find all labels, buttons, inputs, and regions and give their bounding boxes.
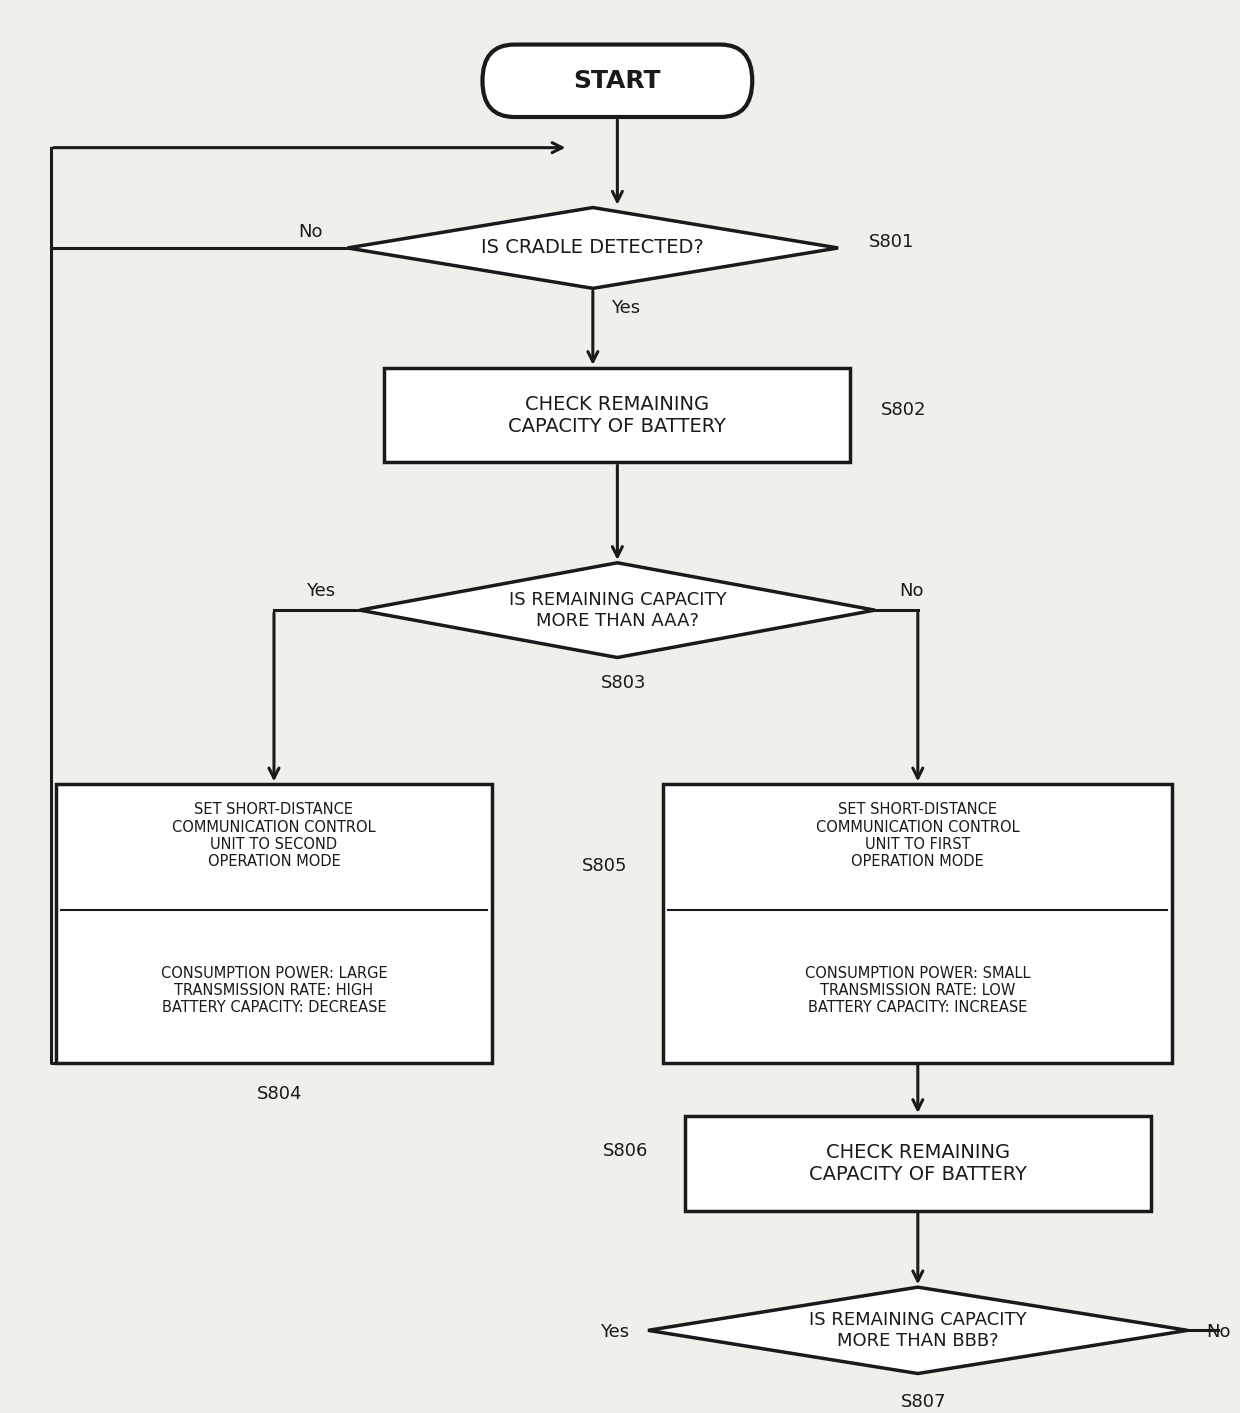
- Text: S806: S806: [603, 1142, 649, 1160]
- Text: SET SHORT-DISTANCE
COMMUNICATION CONTROL
UNIT TO SECOND
OPERATION MODE: SET SHORT-DISTANCE COMMUNICATION CONTROL…: [172, 803, 376, 869]
- Text: Yes: Yes: [600, 1324, 630, 1341]
- Text: S804: S804: [258, 1085, 303, 1104]
- Polygon shape: [347, 208, 838, 288]
- Bar: [663, 784, 1172, 1063]
- Text: IS REMAINING CAPACITY
MORE THAN BBB?: IS REMAINING CAPACITY MORE THAN BBB?: [808, 1311, 1027, 1349]
- Text: S805: S805: [582, 856, 627, 875]
- Polygon shape: [649, 1287, 1188, 1373]
- Text: CHECK REMAINING
CAPACITY OF BATTERY: CHECK REMAINING CAPACITY OF BATTERY: [508, 394, 727, 435]
- Text: IS CRADLE DETECTED?: IS CRADLE DETECTED?: [481, 239, 704, 257]
- Text: IS REMAINING CAPACITY
MORE THAN AAA?: IS REMAINING CAPACITY MORE THAN AAA?: [508, 591, 727, 630]
- Text: Yes: Yes: [306, 582, 335, 601]
- Bar: [56, 784, 491, 1063]
- Text: CONSUMPTION POWER: SMALL
TRANSMISSION RATE: LOW
BATTERY CAPACITY: INCREASE: CONSUMPTION POWER: SMALL TRANSMISSION RA…: [805, 965, 1030, 1016]
- FancyBboxPatch shape: [482, 45, 753, 117]
- Text: Yes: Yes: [611, 300, 640, 318]
- Text: S807: S807: [901, 1393, 946, 1412]
- Text: No: No: [899, 582, 924, 601]
- Text: S801: S801: [869, 233, 914, 252]
- Text: START: START: [574, 69, 661, 93]
- Text: No: No: [1207, 1324, 1230, 1341]
- Text: S803: S803: [600, 674, 646, 692]
- Text: CHECK REMAINING
CAPACITY OF BATTERY: CHECK REMAINING CAPACITY OF BATTERY: [808, 1143, 1027, 1184]
- Text: No: No: [299, 223, 324, 240]
- Bar: [684, 1116, 1151, 1211]
- Text: CONSUMPTION POWER: LARGE
TRANSMISSION RATE: HIGH
BATTERY CAPACITY: DECREASE: CONSUMPTION POWER: LARGE TRANSMISSION RA…: [161, 965, 387, 1016]
- Polygon shape: [360, 562, 875, 657]
- Bar: [384, 367, 851, 462]
- Text: SET SHORT-DISTANCE
COMMUNICATION CONTROL
UNIT TO FIRST
OPERATION MODE: SET SHORT-DISTANCE COMMUNICATION CONTROL…: [816, 803, 1019, 869]
- Text: S802: S802: [882, 400, 926, 418]
